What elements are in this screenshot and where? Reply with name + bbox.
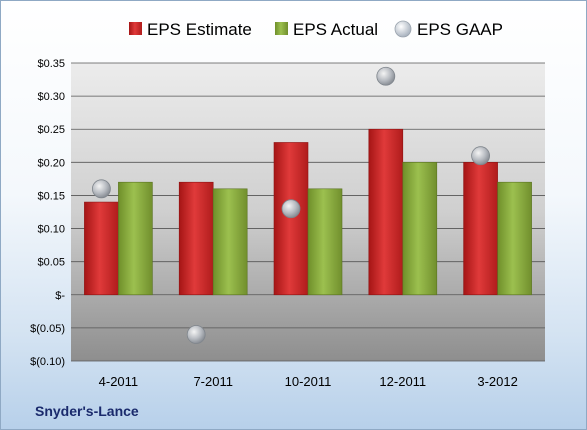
legend-swatch-actual [275,22,288,35]
gaap-marker [471,146,491,166]
bar-series [84,128,532,296]
y-tick-label: $0.20 [37,157,65,169]
y-tick-label: $(0.10) [30,356,65,368]
y-tick-label: $0.05 [37,257,65,269]
y-tick-label: $0.10 [37,224,65,236]
legend-swatch-estimate [129,22,142,35]
actual-bar [118,181,153,296]
gaap-markers [92,66,491,344]
y-tick-label: $0.35 [37,58,65,70]
actual-bar [402,162,438,296]
y-tick-label: $- [55,290,65,302]
gaap-marker [281,199,301,219]
x-tick-label: 10-2011 [285,374,332,389]
estimate-bar [273,142,309,296]
y-axis-ticks: $0.35 $0.30 $0.25 $0.20 $0.15 $0.10 $0.05 $- $(0… [30,58,65,368]
estimate-bar [463,162,498,296]
legend: EPS Estimate EPS Actual EPS GAAP [129,20,503,39]
estimate-bar [178,181,214,296]
x-axis-labels: 4-2011 7-2011 10-2011 12-2011 3-2012 [99,374,518,389]
gaap-marker [376,66,396,86]
y-tick-label: $0.15 [37,190,65,202]
legend-label-estimate: EPS Estimate [147,20,252,39]
actual-bar [307,188,343,296]
x-tick-label: 4-2011 [99,374,139,389]
y-tick-label: $0.25 [37,124,65,136]
estimate-bar [368,128,404,296]
legend-label-gaap: EPS GAAP [417,20,503,39]
gaap-marker [186,325,206,344]
x-tick-label: 7-2011 [193,374,233,389]
company-name: Snyder's-Lance [35,403,139,419]
actual-bar [497,181,532,296]
estimate-bar [84,201,119,296]
y-tick-label: $(0.05) [30,323,65,335]
gaap-marker [92,179,111,199]
x-tick-label: 3-2012 [477,374,517,389]
actual-bar [212,188,248,296]
y-tick-label: $0.30 [37,91,65,103]
x-tick-label: 12-2011 [379,374,426,389]
legend-swatch-gaap [394,20,412,38]
legend-label-actual: EPS Actual [293,20,378,39]
